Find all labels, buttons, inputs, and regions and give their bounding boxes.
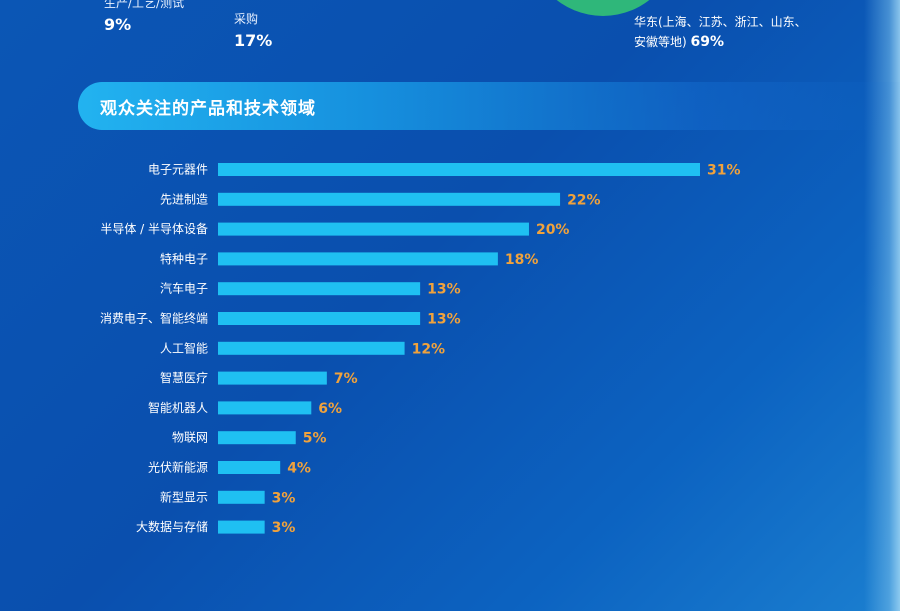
bar bbox=[218, 282, 421, 296]
category-label: 光伏新能源 bbox=[148, 460, 208, 475]
value-label: 13% bbox=[427, 312, 461, 328]
bar bbox=[218, 192, 561, 206]
bar bbox=[218, 401, 312, 415]
category-label: 特种电子 bbox=[160, 251, 208, 266]
value-label: 18% bbox=[505, 252, 539, 268]
value-label: 12% bbox=[412, 341, 446, 357]
bar bbox=[218, 490, 265, 504]
value-label: 4% bbox=[287, 461, 311, 477]
section-title: 观众关注的产品和技术领域 bbox=[100, 99, 316, 119]
region-east-china: 华东(上海、江苏、浙江、山东、 安徽等地) 69% bbox=[634, 12, 807, 52]
stat-production-label: 生产/工艺/测试 bbox=[104, 0, 185, 10]
value-label: 13% bbox=[427, 282, 461, 298]
bar bbox=[218, 520, 265, 534]
category-label: 大数据与存储 bbox=[136, 519, 208, 534]
bar bbox=[218, 222, 529, 236]
value-label: 3% bbox=[272, 520, 296, 536]
value-label: 5% bbox=[303, 431, 327, 447]
region-line-1: 华东(上海、江苏、浙江、山东、 bbox=[634, 15, 807, 29]
category-label: 新型显示 bbox=[160, 489, 208, 504]
stat-production: 生产/工艺/测试 9% bbox=[104, 0, 184, 34]
value-label: 6% bbox=[318, 401, 342, 417]
category-label: 智能机器人 bbox=[148, 400, 208, 415]
value-label: 31% bbox=[707, 163, 741, 179]
region-line-2-text: 安徽等地) bbox=[634, 35, 687, 49]
category-label: 消费电子、智能终端 bbox=[100, 311, 208, 326]
category-label: 汽车电子 bbox=[160, 281, 208, 296]
bar bbox=[218, 252, 498, 266]
category-label: 先进制造 bbox=[160, 192, 208, 206]
value-label: 20% bbox=[536, 222, 570, 238]
bar bbox=[218, 371, 327, 385]
bar bbox=[218, 312, 421, 325]
value-label: 22% bbox=[567, 192, 601, 208]
region-pct: 69% bbox=[690, 34, 725, 50]
category-label: 人工智能 bbox=[160, 340, 208, 355]
stat-production-value: 9% bbox=[104, 15, 132, 34]
bar bbox=[218, 341, 405, 355]
category-label: 电子元器件 bbox=[148, 163, 208, 177]
stat-purchasing-value: 17% bbox=[234, 31, 273, 50]
bar bbox=[218, 461, 281, 474]
category-label: 物联网 bbox=[172, 431, 208, 445]
value-label: 3% bbox=[272, 490, 296, 506]
bar bbox=[218, 431, 296, 445]
section-header-bar bbox=[78, 82, 900, 130]
category-label: 半导体 / 半导体设备 bbox=[100, 222, 208, 236]
category-label: 智慧医疗 bbox=[160, 370, 208, 385]
value-label: 7% bbox=[334, 371, 358, 387]
bar bbox=[218, 163, 700, 176]
stat-purchasing: 采购 17% bbox=[234, 10, 272, 50]
stat-purchasing-label: 采购 bbox=[234, 12, 259, 26]
region-line-2: 安徽等地) 69% bbox=[634, 32, 807, 52]
